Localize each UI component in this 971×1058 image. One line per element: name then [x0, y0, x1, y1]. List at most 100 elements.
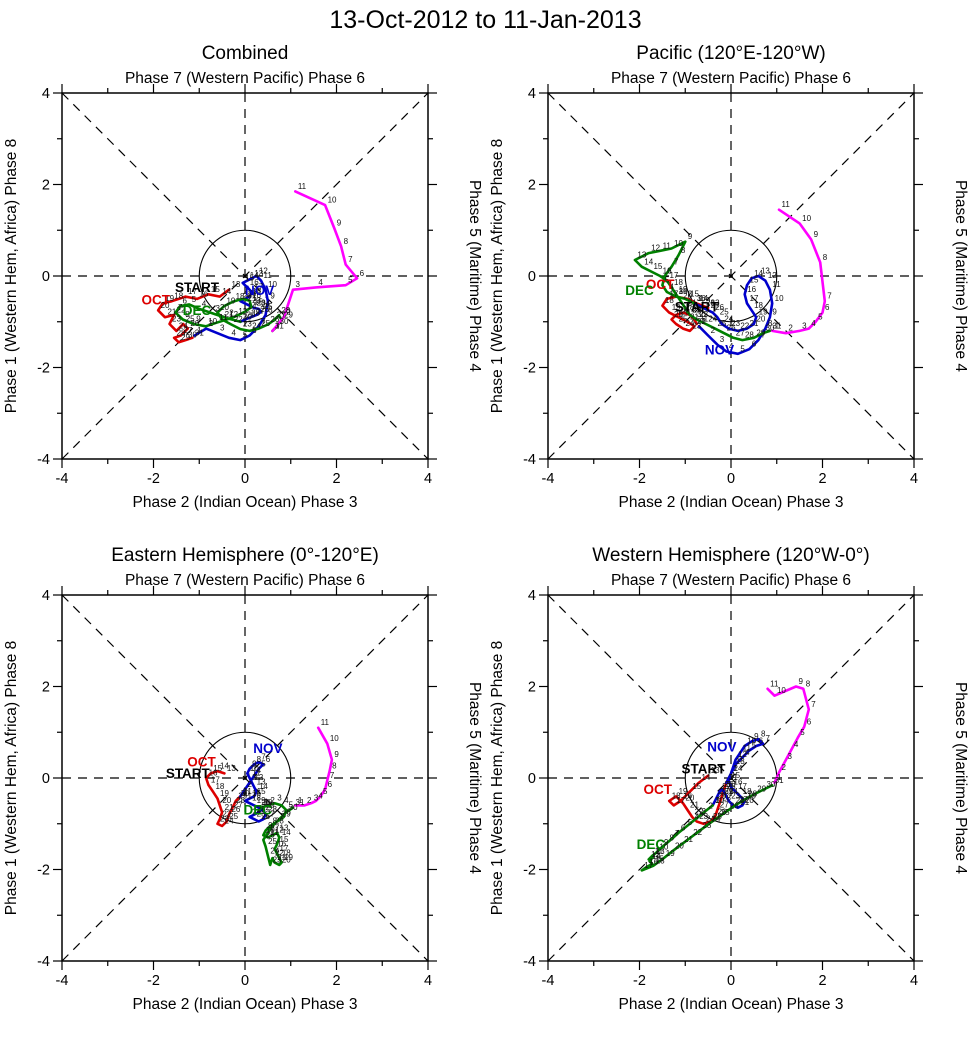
day-label: 16 [747, 285, 756, 294]
day-label: 18 [665, 296, 674, 305]
day-label: 30 [715, 796, 724, 805]
day-label: 16 [649, 857, 658, 866]
day-label: 1 [697, 294, 702, 303]
day-label: 4 [695, 812, 700, 821]
day-label: 20 [675, 842, 684, 851]
day-label: 1 [715, 796, 720, 805]
day-label: 25 [713, 812, 722, 821]
x-tick-label: 4 [424, 471, 432, 487]
day-label: 27 [736, 328, 745, 337]
x-tick-label: -4 [542, 471, 555, 487]
day-label: 16 [250, 278, 259, 287]
label-nov: NOV [253, 741, 282, 756]
day-label: 21 [248, 294, 257, 303]
unit-circle [198, 229, 292, 323]
day-label: 27 [183, 326, 192, 335]
day-label: 25 [727, 782, 736, 791]
day-label: 24 [225, 817, 234, 826]
trajectory-nov [193, 274, 270, 342]
panel-title: Pacific (120°E-120°W) [636, 43, 825, 64]
day-label: 14 [250, 271, 259, 280]
day-label: 4 [745, 748, 750, 757]
day-label: 1 [701, 317, 706, 326]
day-label: 9 [268, 821, 273, 830]
day-label: 18 [672, 791, 681, 800]
day-label: 28 [706, 299, 715, 308]
day-label: 27 [234, 801, 243, 810]
day-label: 9 [252, 759, 257, 768]
day-label: 13 [254, 269, 263, 278]
day-label: 5 [740, 344, 745, 353]
day-label: 2 [286, 308, 291, 317]
day-label: 13 [656, 847, 665, 856]
x-tick-label: 0 [241, 471, 249, 487]
day-label: 12 [738, 750, 747, 759]
day-label: 20 [261, 798, 270, 807]
day-label: 4 [231, 328, 236, 337]
day-label: 8 [273, 817, 278, 826]
day-label: 5 [289, 801, 294, 810]
day-label: 11 [663, 241, 672, 250]
day-label: 18 [236, 292, 245, 301]
day-label: 26 [724, 780, 733, 789]
day-label: 29 [717, 791, 726, 800]
day-label: 31 [243, 787, 252, 796]
x-tick-label: -2 [147, 973, 160, 989]
day-label: 13 [761, 267, 770, 276]
day-label: 26 [190, 319, 199, 328]
day-label: 16 [252, 291, 261, 300]
day-label: 22 [697, 317, 706, 326]
day-label: 20 [161, 301, 170, 310]
day-label: 28 [745, 331, 754, 340]
day-label: 6 [328, 780, 333, 789]
day-label: 11 [252, 769, 261, 778]
bottom-axis-label: Phase 2 (Indian Ocean) Phase 3 [619, 996, 844, 1013]
day-label: 19 [226, 297, 235, 306]
day-label: 26 [715, 303, 724, 312]
day-label: 13 [280, 823, 289, 832]
day-label: 7 [811, 700, 816, 709]
day-label: 14 [644, 257, 653, 266]
day-label: 2 [229, 309, 234, 318]
day-label: 10 [777, 686, 786, 695]
day-label: 29 [757, 785, 766, 794]
trajectory-jan [770, 208, 827, 335]
day-label: 22 [222, 810, 231, 819]
day-label: 8 [268, 305, 273, 314]
day-label: 8 [332, 762, 337, 771]
day-label: 24 [179, 321, 188, 330]
day-label: 11 [321, 718, 330, 727]
page-title: 13-Oct-2012 to 11-Jan-2013 [329, 6, 642, 34]
day-label: 10 [266, 826, 275, 835]
day-label: 13 [227, 764, 236, 773]
day-label: 27 [722, 782, 731, 791]
left-axis-label: Phase 1 (Western Hem, Africa) Phase 8 [489, 641, 506, 916]
day-label: 12 [768, 271, 777, 280]
day-label: 28 [748, 790, 757, 799]
day-label: 8 [185, 310, 190, 319]
day-label: 3 [296, 280, 301, 289]
day-label: 2 [782, 763, 787, 772]
day-label: 3 [277, 794, 282, 803]
day-label: 11 [772, 280, 781, 289]
day-label: 19 [679, 285, 688, 294]
top-axis-label: Phase 7 (Western Pacific) Phase 6 [611, 70, 851, 87]
day-label: 4 [794, 740, 799, 749]
x-tick-label: -2 [147, 471, 160, 487]
day-label: 14 [734, 764, 743, 773]
phase-diagram-western-hemisphere-120-w-0: 1314151617181920212223242526272829303112… [489, 545, 969, 1013]
day-label: 17 [254, 283, 263, 292]
day-label: 7 [827, 292, 832, 301]
day-label: 24 [708, 315, 717, 324]
day-label: 27 [720, 801, 729, 810]
day-label: 23 [699, 310, 708, 319]
day-label: 4 [318, 791, 323, 800]
day-label: 2 [734, 764, 739, 773]
x-tick-label: 4 [910, 973, 918, 989]
y-tick-label: -2 [523, 863, 536, 879]
day-label: 11 [219, 313, 228, 322]
day-label: 26 [727, 324, 736, 333]
day-label: 29 [724, 787, 733, 796]
label-oct: OCT [646, 277, 675, 292]
day-label: 20 [685, 794, 694, 803]
